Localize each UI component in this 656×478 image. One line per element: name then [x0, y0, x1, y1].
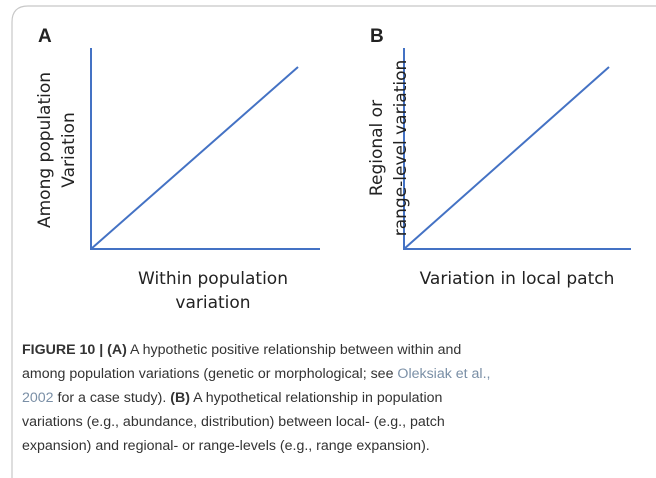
- relationship-line: [403, 66, 610, 250]
- panel-a: A Among population Variation Within popu…: [35, 26, 320, 313]
- caption-line: FIGURE 10 | (A) A hypothetic positive re…: [22, 338, 642, 362]
- caption-line: 2002 for a case study). (B) A hypothetic…: [22, 386, 642, 410]
- caption-text: variations (e.g., abundance, distributio…: [22, 414, 445, 430]
- x-axis-label: variation: [175, 293, 250, 313]
- caption-bold: (B): [170, 390, 190, 406]
- x-axis-label: Variation in local patch: [420, 269, 615, 289]
- y-axis-label: range-level variation: [391, 60, 411, 237]
- caption-line: expansion) and regional- or range-levels…: [22, 434, 642, 458]
- panel-label: B: [370, 26, 384, 47]
- relationship-line: [90, 66, 299, 250]
- citation-link[interactable]: Oleksiak et al.,: [397, 366, 491, 382]
- caption: FIGURE 10 | (A) A hypothetic positive re…: [22, 338, 642, 458]
- panel-label: A: [38, 26, 52, 47]
- caption-text: A hypothetical relationship in populatio…: [189, 390, 443, 406]
- caption-text: among population variations (genetic or …: [22, 366, 398, 382]
- caption-text: expansion) and regional- or range-levels…: [22, 438, 430, 454]
- citation-link[interactable]: 2002: [22, 390, 54, 406]
- panel-b: B Regional or range-level variation Vari…: [367, 26, 631, 289]
- caption-text: for a case study).: [53, 390, 171, 406]
- x-axis-label: Within population: [138, 269, 288, 289]
- caption-text: A hypothetic positive relationship betwe…: [126, 342, 462, 358]
- y-axis-label: Variation: [59, 112, 79, 187]
- y-axis-label: Regional or: [367, 100, 387, 196]
- caption-bold: FIGURE 10 | (A): [22, 342, 127, 358]
- caption-line: variations (e.g., abundance, distributio…: [22, 410, 642, 434]
- frame: [11, 5, 656, 478]
- y-axis-label: Among population: [35, 72, 55, 228]
- caption-line: among population variations (genetic or …: [22, 362, 642, 386]
